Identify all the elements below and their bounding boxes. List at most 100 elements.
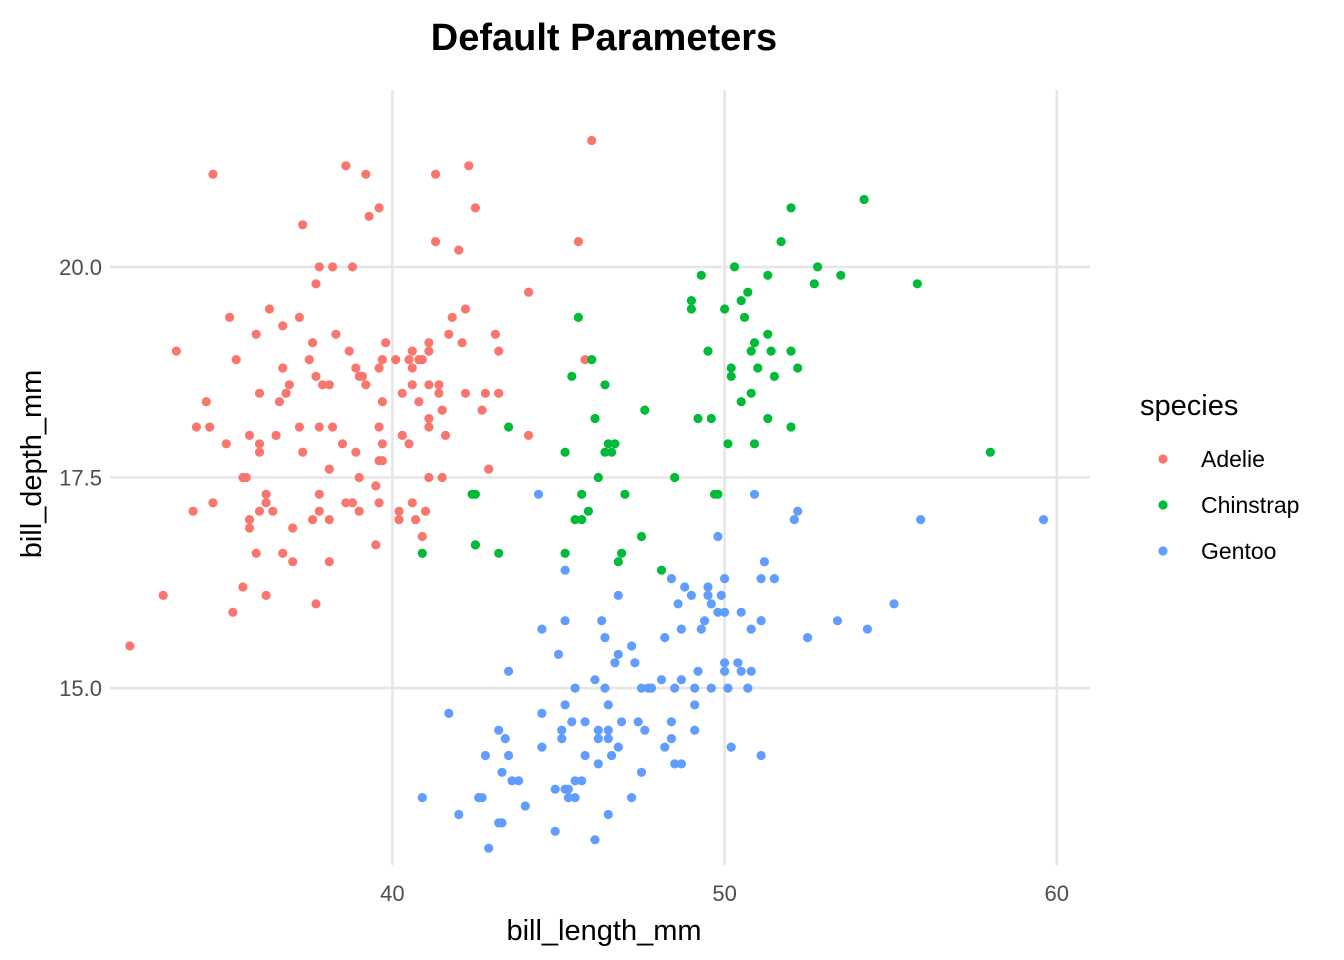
data-point xyxy=(278,548,288,558)
data-point xyxy=(537,742,547,752)
data-point xyxy=(862,624,873,634)
data-point xyxy=(447,312,457,322)
data-point xyxy=(630,658,640,668)
data-point xyxy=(278,363,288,373)
data-point xyxy=(254,506,265,516)
data-point xyxy=(244,523,255,533)
data-point xyxy=(394,515,404,525)
data-point xyxy=(244,430,255,440)
legend-label: Adelie xyxy=(1201,446,1265,472)
data-point xyxy=(371,540,381,550)
data-point xyxy=(670,759,680,769)
data-point xyxy=(288,523,298,533)
data-point xyxy=(600,447,610,457)
data-point xyxy=(763,413,773,424)
data-point xyxy=(603,439,613,449)
legend-title: species xyxy=(1140,390,1238,422)
data-point xyxy=(231,355,241,365)
data-point xyxy=(769,371,780,381)
data-point xyxy=(570,776,580,786)
data-point xyxy=(364,211,374,221)
data-point xyxy=(264,304,275,314)
data-point xyxy=(706,599,716,609)
data-point xyxy=(636,531,647,542)
data-point xyxy=(746,666,756,676)
data-point xyxy=(726,742,736,752)
data-point xyxy=(600,683,610,693)
data-point xyxy=(520,801,530,811)
data-point xyxy=(417,531,427,542)
data-point xyxy=(666,717,677,727)
data-point xyxy=(803,633,813,643)
data-point xyxy=(225,312,235,322)
data-point xyxy=(228,607,238,617)
data-point xyxy=(125,641,135,651)
data-point xyxy=(769,574,780,584)
data-point xyxy=(603,809,613,820)
data-point xyxy=(391,355,401,365)
data-point xyxy=(603,700,613,710)
data-point xyxy=(736,296,746,306)
series-gentoo xyxy=(417,489,1049,853)
data-point xyxy=(298,447,308,457)
data-point xyxy=(736,666,746,676)
data-point xyxy=(587,135,597,146)
data-point xyxy=(607,750,617,761)
data-point xyxy=(464,161,474,171)
data-point xyxy=(377,397,387,407)
data-point xyxy=(470,203,480,213)
data-point xyxy=(640,725,650,735)
data-point xyxy=(274,397,284,407)
data-point xyxy=(756,616,766,626)
data-point xyxy=(613,649,623,660)
data-point xyxy=(304,355,314,365)
data-point xyxy=(361,380,371,390)
data-point xyxy=(627,793,637,803)
chart-title: Default Parameters xyxy=(431,17,777,59)
data-point xyxy=(407,498,417,508)
data-point xyxy=(417,355,427,365)
data-point xyxy=(570,793,580,803)
y-tick-label: 15.0 xyxy=(59,676,102,701)
data-point xyxy=(533,489,544,499)
data-point xyxy=(208,498,218,508)
data-point xyxy=(656,565,667,575)
data-point xyxy=(328,422,338,432)
data-point xyxy=(417,548,427,558)
data-point xyxy=(693,666,703,676)
data-point xyxy=(524,287,534,297)
data-point xyxy=(577,489,587,499)
data-point xyxy=(377,456,387,466)
data-point xyxy=(158,590,168,601)
data-point xyxy=(457,338,467,348)
data-point xyxy=(560,616,570,626)
data-point xyxy=(354,506,364,516)
data-point xyxy=(1038,515,1049,525)
legend-key-chinstrap xyxy=(1158,500,1168,510)
data-point xyxy=(756,574,766,584)
data-point xyxy=(567,371,577,381)
data-point xyxy=(205,422,215,432)
data-point xyxy=(666,734,677,744)
data-point xyxy=(494,725,504,735)
data-point xyxy=(397,430,407,440)
data-point xyxy=(454,245,464,255)
data-point xyxy=(607,447,617,457)
data-point xyxy=(308,338,318,348)
data-point xyxy=(766,346,776,356)
data-point xyxy=(444,329,454,339)
data-point xyxy=(726,371,736,381)
data-point xyxy=(743,683,753,693)
data-point xyxy=(706,683,716,693)
data-point xyxy=(720,574,730,584)
data-point xyxy=(570,683,580,693)
data-point xyxy=(563,793,574,803)
data-point xyxy=(314,506,324,516)
data-point xyxy=(414,397,424,407)
data-point xyxy=(311,279,321,289)
data-point xyxy=(431,169,441,179)
y-tick-label: 17.5 xyxy=(59,466,102,491)
data-point xyxy=(188,506,198,516)
data-point xyxy=(587,355,597,365)
data-point xyxy=(361,169,371,179)
